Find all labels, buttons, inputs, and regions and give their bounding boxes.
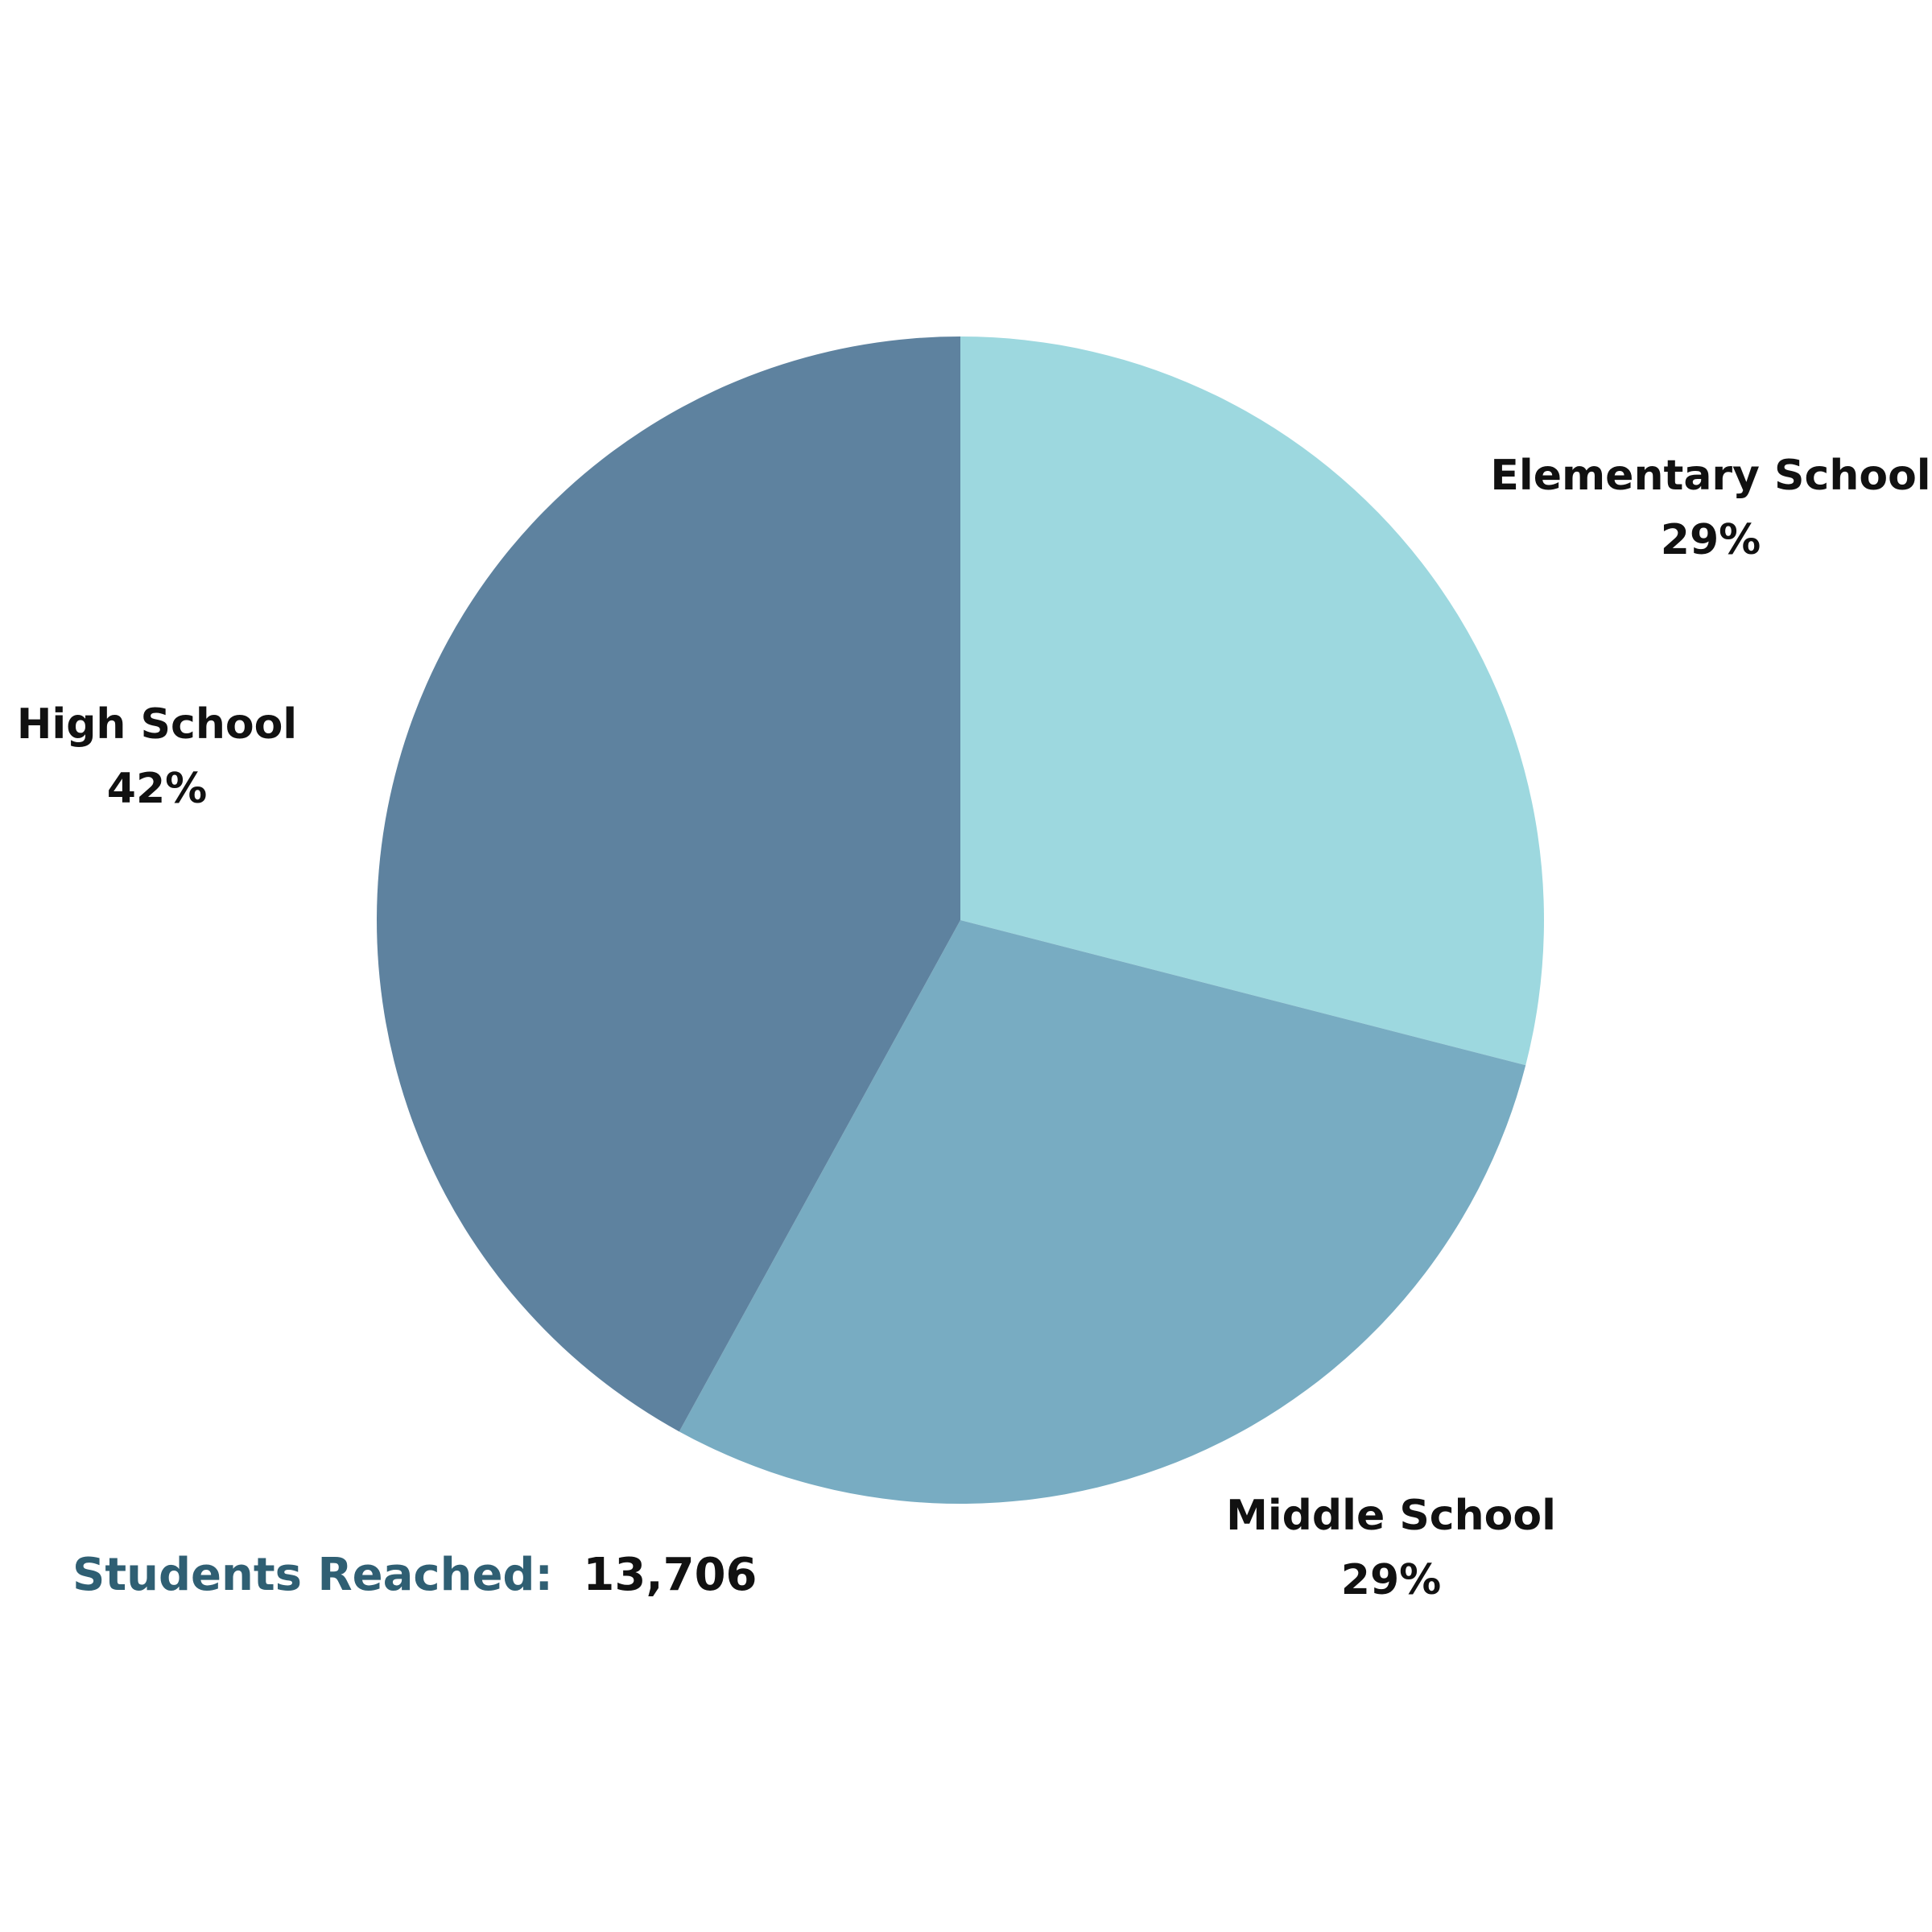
slice-label-elementary-school: Elementary School [1490,452,1930,500]
slice-value-elementary-school: 29% [1661,516,1761,564]
slice-middle-school [679,920,1526,1504]
slice-value-high-school: 42% [107,765,207,813]
slice-label-middle-school: Middle School [1226,1492,1556,1540]
slice-value-middle-school: 29% [1341,1556,1441,1604]
pie-slices [377,336,1544,1504]
students-reached-value: 13,706 [583,1549,757,1601]
slice-high-school [377,336,960,1432]
slice-labels: Elementary School 29% Middle School 29% High… [17,452,1931,1604]
students-reached-label: Students Reached: [72,1549,553,1601]
slice-label-high-school: High School [17,700,297,749]
students-reached-summary: Students Reached: 13,706 [72,1549,758,1601]
slice-elementary-school [960,336,1544,1066]
